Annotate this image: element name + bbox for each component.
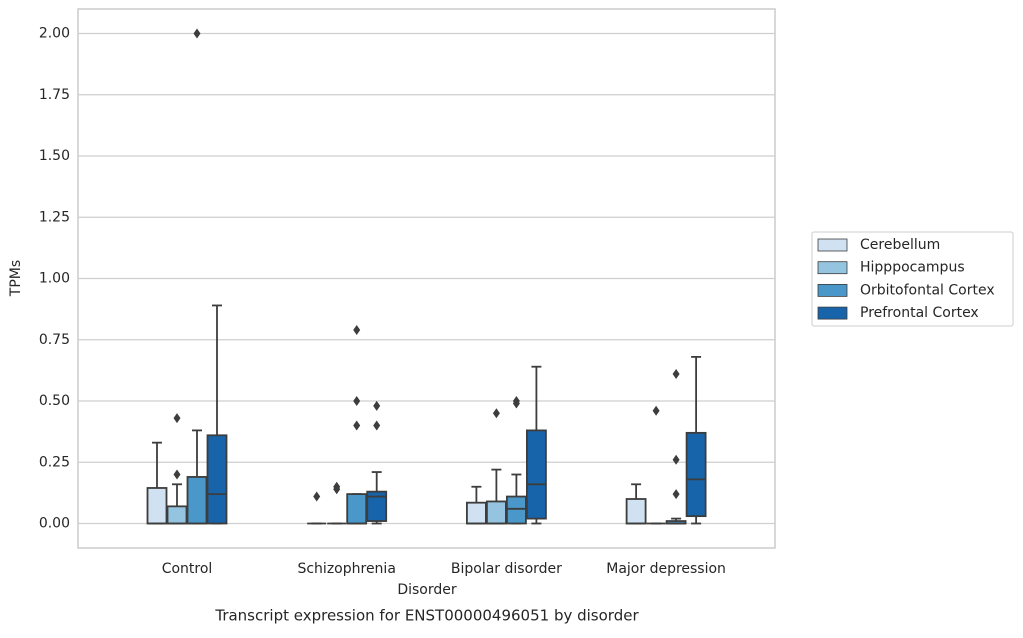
y-tick-label: 0.25: [39, 454, 70, 470]
y-tick-label: 1.00: [39, 271, 70, 287]
outlier: [672, 369, 680, 380]
outlier: [353, 396, 361, 406]
x-tick-label: Major depression: [606, 561, 726, 577]
box: [346, 493, 368, 525]
y-tick-label: 0.50: [39, 393, 70, 409]
box: [485, 500, 507, 525]
legend-label: Cerebellum: [860, 237, 940, 253]
box: [366, 490, 388, 522]
box: [146, 487, 168, 525]
outlier: [652, 405, 660, 416]
y-tick-label: 1.75: [39, 87, 70, 103]
box: [685, 431, 707, 518]
y-tick-label: 0.75: [39, 332, 70, 348]
legend-swatch: [817, 238, 848, 252]
y-tick-label: 0.00: [39, 516, 70, 532]
outlier: [193, 28, 201, 39]
box: [526, 429, 547, 520]
y-tick-label: 1.25: [39, 209, 70, 225]
outlier: [313, 491, 321, 502]
legend-swatch: [817, 306, 848, 320]
legend-swatch: [817, 283, 848, 297]
outlier: [173, 469, 181, 480]
legend-label: Prefrontal Cortex: [860, 305, 979, 321]
x-axis-label: Disorder: [397, 582, 457, 598]
outlier: [672, 454, 680, 465]
outlier: [373, 420, 381, 431]
legend-frame: [811, 231, 1014, 327]
outlier: [353, 324, 361, 335]
outlier: [672, 489, 680, 500]
x-tick-label: Schizophrenia: [297, 561, 395, 577]
x-tick-label: Bipolar disorder: [451, 561, 562, 577]
box: [505, 495, 527, 525]
outlier: [173, 413, 181, 424]
outlier: [492, 408, 500, 419]
y-tick-label: 1.50: [39, 148, 70, 164]
outlier: [512, 396, 520, 406]
legend-swatch: [817, 261, 848, 275]
outlier: [333, 481, 341, 492]
legend-label: Orbitofontal Cortex: [860, 282, 995, 298]
box: [206, 434, 228, 525]
box: [166, 505, 188, 525]
legend-label: Hipppocampus: [860, 260, 965, 276]
x-tick-label: Control: [162, 561, 213, 577]
y-tick-label: 2.00: [39, 26, 70, 42]
chart-title: Transcript expression for ENST0000049605…: [214, 607, 639, 625]
outlier: [373, 400, 381, 411]
box: [186, 476, 208, 525]
box: [465, 501, 487, 525]
box: [625, 498, 647, 525]
y-axis-label: TPMs: [8, 260, 24, 297]
outlier: [353, 420, 361, 431]
